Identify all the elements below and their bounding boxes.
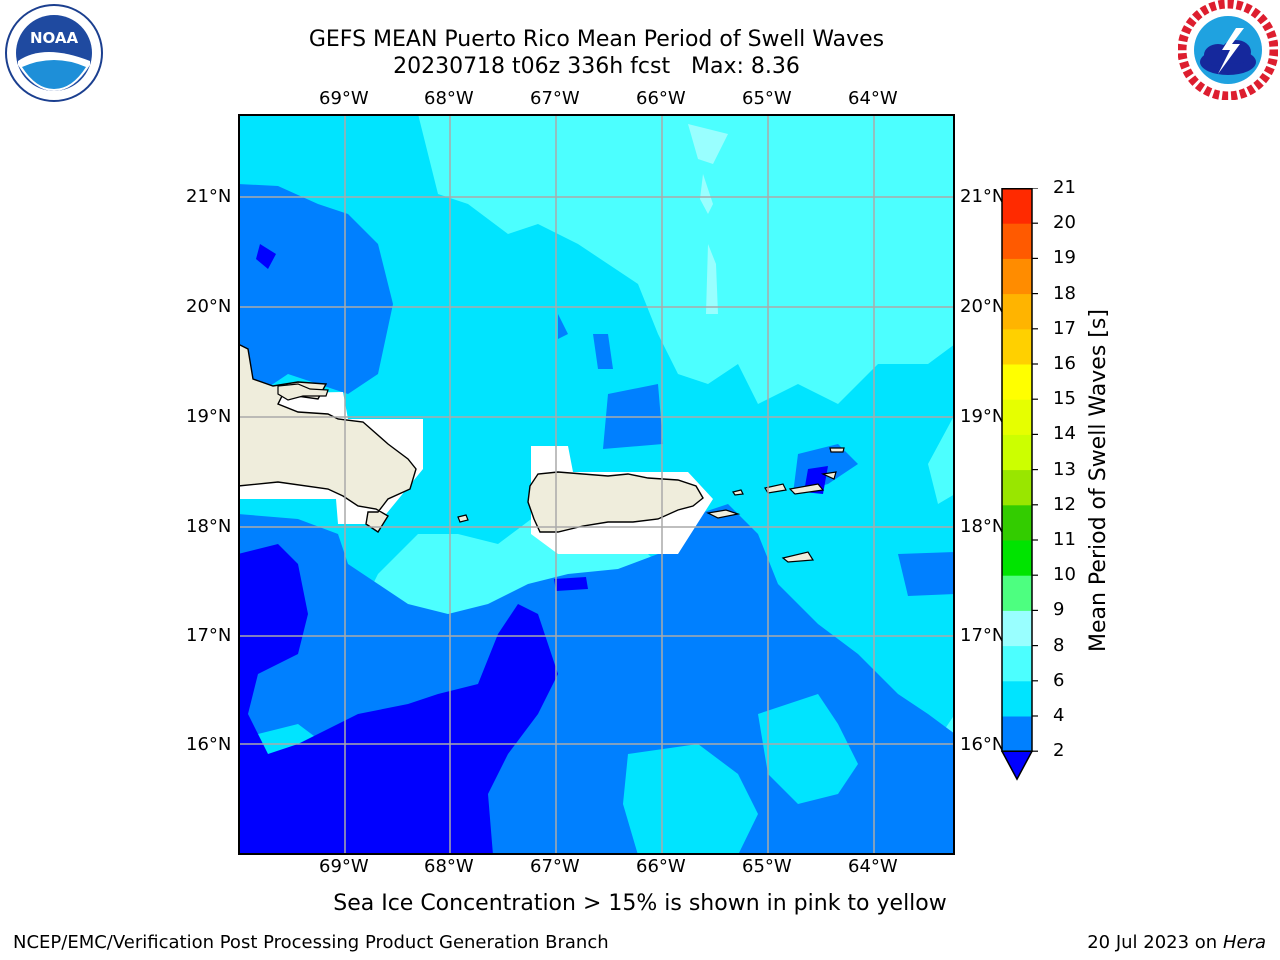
colorbar-segment [1002, 610, 1032, 647]
lat-tick-left: 17°N [186, 625, 232, 646]
lon-tick-bottom: 66°W [636, 856, 686, 877]
colorbar-segment [1002, 434, 1032, 471]
lat-tick-right: 16°N [960, 734, 1006, 755]
colorbar-tick-label: 8 [1053, 634, 1065, 656]
footer-date-text: 20 Jul 2023 on [1087, 932, 1223, 953]
lon-tick-top: 67°W [530, 88, 580, 109]
lon-tick-top: 65°W [742, 88, 792, 109]
lat-tick-right: 21°N [960, 186, 1006, 207]
footer-host: Hera [1222, 932, 1266, 953]
colorbar-segment [1002, 188, 1032, 224]
footer-date: 20 Jul 2023 on Hera [1087, 932, 1266, 954]
footer-credit: NCEP/EMC/Verification Post Processing Pr… [13, 932, 609, 953]
contour-8-9-region [706, 244, 718, 314]
lon-tick-bottom: 65°W [742, 856, 792, 877]
colorbar [1000, 188, 1040, 788]
colorbar-tick-label: 15 [1053, 388, 1076, 410]
colorbar-tick-label: 20 [1053, 212, 1076, 234]
colorbar-segment [1002, 223, 1032, 259]
noaa-logo: NOAA [4, 3, 104, 103]
colorbar-tick-label: 21 [1053, 177, 1076, 198]
lat-tick-left: 21°N [186, 186, 232, 207]
lon-tick-top: 66°W [636, 88, 686, 109]
colorbar-segment [1002, 399, 1032, 435]
svg-text:NOAA: NOAA [30, 29, 79, 47]
colorbar-tick-label: 12 [1053, 493, 1076, 515]
colorbar-segment [1002, 469, 1032, 506]
sea-ice-note: Sea Ice Concentration > 15% is shown in … [333, 891, 947, 916]
colorbar-tick-label: 16 [1053, 353, 1076, 374]
colorbar-tick-label: 6 [1053, 669, 1065, 691]
colorbar-tick-label: 13 [1053, 458, 1076, 480]
colorbar-tick-label: 17 [1053, 317, 1076, 339]
lat-tick-right: 20°N [960, 296, 1006, 317]
colorbar-segment [1002, 293, 1032, 330]
colorbar-tick-label: 11 [1053, 529, 1076, 550]
colorbar-segment [1002, 645, 1032, 682]
colorbar-under-triangle [1000, 750, 1034, 781]
lon-tick-top: 68°W [424, 88, 474, 109]
colorbar-tick-label: 2 [1053, 740, 1065, 762]
lon-tick-bottom: 67°W [530, 856, 580, 877]
colorbar-tick-label: 10 [1053, 564, 1076, 586]
contour-2-4-region [238, 184, 393, 414]
lat-tick-left: 19°N [186, 406, 232, 427]
colorbar-segment [1002, 328, 1032, 365]
map-panel [238, 114, 955, 855]
lon-tick-bottom: 64°W [848, 856, 898, 877]
colorbar-tick-label: 19 [1053, 247, 1076, 269]
contour-under-2-region [238, 544, 558, 855]
lon-tick-bottom: 68°W [424, 856, 474, 877]
nws-logo [1178, 0, 1278, 100]
colorbar-tick-label: 4 [1053, 705, 1065, 726]
chart-title: GEFS MEAN Puerto Rico Mean Period of Swe… [308, 27, 885, 52]
colorbar-segment [1002, 504, 1032, 541]
lat-tick-right: 18°N [960, 516, 1006, 537]
lon-tick-top: 69°W [319, 88, 369, 109]
lat-tick-left: 20°N [186, 296, 232, 317]
lon-tick-bottom: 69°W [319, 856, 369, 877]
lat-tick-right: 17°N [960, 625, 1006, 646]
lat-tick-left: 18°N [186, 516, 232, 537]
land-puerto-rico [527, 471, 704, 533]
colorbar-tick-label: 9 [1053, 599, 1065, 621]
colorbar-tick-label: 14 [1053, 423, 1076, 445]
colorbar-segment [1002, 680, 1032, 717]
gridlines [238, 114, 955, 855]
colorbar-tick-label: 18 [1053, 282, 1076, 304]
colorbar-segment [1002, 364, 1032, 400]
colorbar-segment [1002, 716, 1032, 752]
colorbar-title: Mean Period of Swell Waves [s] [1086, 309, 1111, 652]
lon-tick-top: 64°W [848, 88, 898, 109]
colorbar-segment [1002, 258, 1032, 295]
colorbar-segment [1002, 540, 1032, 576]
chart-subtitle: 20230718 t06z 336h fcst Max: 8.36 [393, 54, 800, 79]
contour-8-9-region [688, 124, 728, 164]
lat-tick-left: 16°N [186, 734, 232, 755]
colorbar-segment [1002, 575, 1032, 611]
lat-tick-right: 19°N [960, 406, 1006, 427]
